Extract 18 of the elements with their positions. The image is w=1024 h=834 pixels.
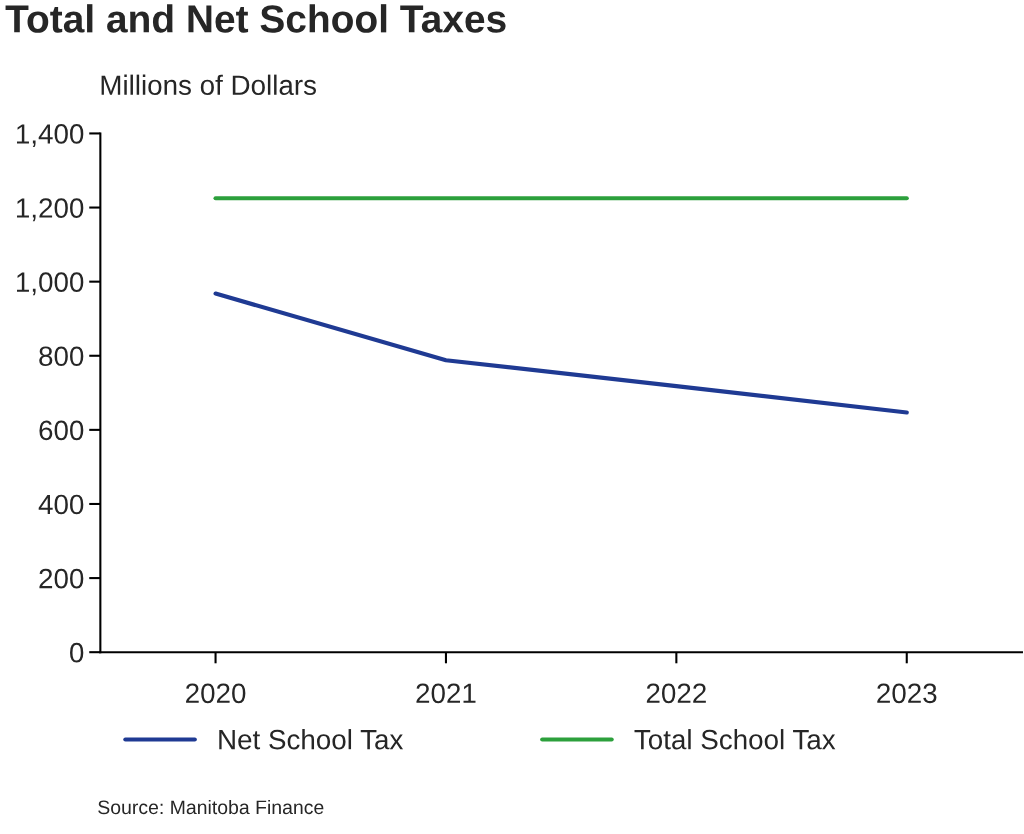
source-note: Source: Manitoba Finance [98,799,324,815]
y-tick-label: 0 [70,642,84,663]
chart-title: Total and Net School Taxes [5,4,506,33]
y-axis-title: Millions of Dollars [101,74,316,96]
x-tick-label: 2023 [877,683,937,704]
legend-label: Net School Tax [219,729,404,750]
y-tick-label: 200 [39,568,84,589]
y-tick-label: 400 [38,494,84,515]
y-tick-label: 800 [39,346,84,367]
y-tick-label: 1,200 [16,198,84,222]
x-tick-label: 2021 [416,683,476,704]
y-tick-label: 600 [39,420,84,441]
y-tick-label: 1,400 [16,124,84,148]
x-tick-label: 2020 [186,683,246,704]
x-tick-label: 2022 [646,683,706,704]
legend-label: Total School Tax [634,729,836,750]
y-tick-label: 1,000 [16,272,84,296]
line-series [213,291,909,415]
